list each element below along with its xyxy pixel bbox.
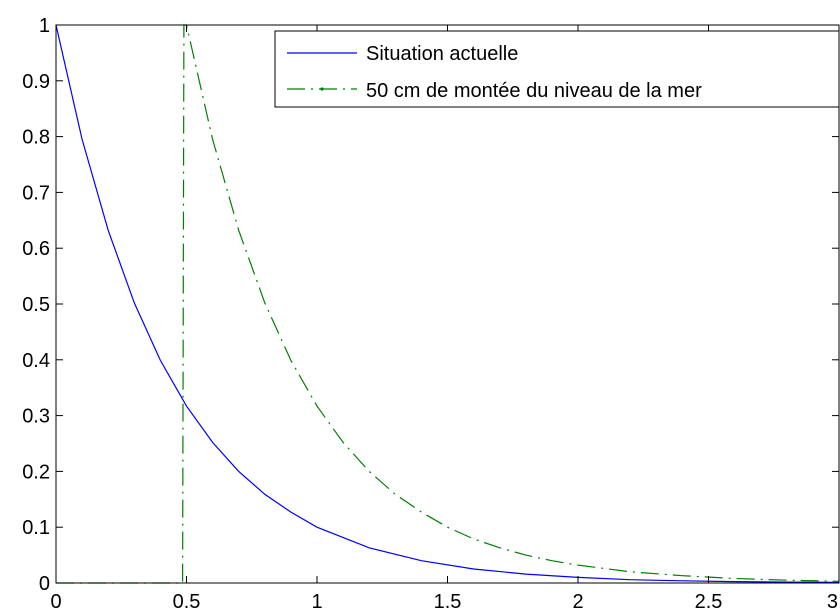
x-tick-label: 0.5 — [173, 591, 201, 613]
legend-label-situation-actuelle: Situation actuelle — [366, 43, 518, 65]
y-tick-label: 1 — [39, 15, 50, 37]
legend-label-montee-niveau-mer: 50 cm de montée du niveau de la mer — [366, 80, 702, 102]
legend-box — [274, 30, 840, 108]
legend: Situation actuelle 50 cm de montée du ni… — [274, 30, 840, 108]
x-tick-label: 1.5 — [434, 591, 462, 613]
y-tick-label: 0.8 — [22, 127, 50, 149]
y-tick-label: 0.7 — [22, 182, 50, 204]
series-line-montee-niveau-mer — [56, 24, 840, 584]
y-tick-label: 0.3 — [22, 406, 50, 428]
y-tick-label: 0.1 — [22, 517, 50, 539]
y-tick-label: 0.2 — [22, 461, 50, 483]
y-tick-label: 0 — [39, 573, 50, 595]
x-tick-label: 1 — [311, 591, 322, 613]
x-tick-label: 2 — [572, 591, 583, 613]
axis-ticks: 0 0.5 1 1.5 2 2.5 3 0 0.1 0.2 0.3 0.4 0.5 0.6 0.7 0.8 0.… — [22, 15, 840, 613]
y-tick-label: 0.6 — [22, 238, 50, 260]
y-tick-label: 0.5 — [22, 294, 50, 316]
series-line-situation-actuelle — [55, 24, 840, 584]
y-tick-label: 0.4 — [22, 350, 50, 372]
y-tick-label: 0.9 — [22, 71, 50, 93]
plot-area — [55, 24, 840, 584]
legend-marker-montee-niveau-mer — [320, 87, 324, 91]
x-tick-label: 0 — [50, 591, 61, 613]
x-tick-label: 3 — [827, 591, 838, 613]
x-tick-label: 2.5 — [695, 591, 723, 613]
